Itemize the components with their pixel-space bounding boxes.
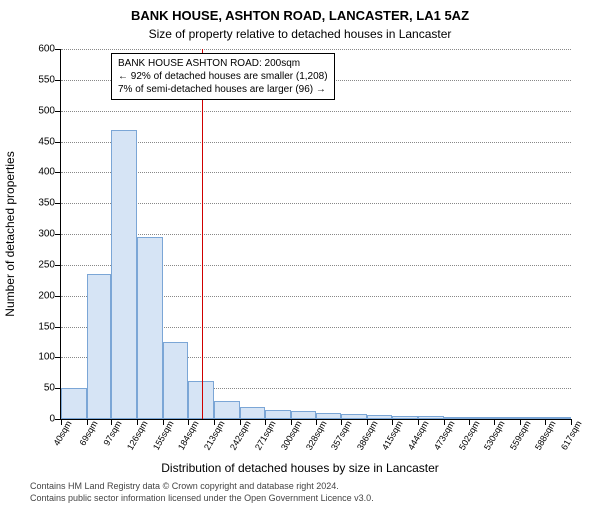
y-tick-label: 0 bbox=[25, 414, 55, 425]
histogram-bar bbox=[137, 237, 163, 419]
x-tick-label: 300sqm bbox=[279, 419, 304, 452]
x-tick-label: 357sqm bbox=[329, 419, 354, 452]
histogram-bar bbox=[163, 342, 189, 419]
footer-line1: Contains HM Land Registry data © Crown c… bbox=[30, 481, 600, 493]
y-tick bbox=[55, 296, 61, 297]
y-tick bbox=[55, 172, 61, 173]
histogram-bar bbox=[240, 407, 266, 419]
x-tick-label: 184sqm bbox=[176, 419, 201, 452]
y-tick-label: 50 bbox=[25, 383, 55, 394]
plot-region: 05010015020025030035040045050055060040sq… bbox=[60, 49, 571, 420]
y-tick-label: 550 bbox=[25, 74, 55, 85]
x-tick-label: 69sqm bbox=[77, 419, 99, 447]
chart-area: Number of detached properties 0501001502… bbox=[60, 49, 570, 419]
y-axis-label: Number of detached properties bbox=[3, 151, 17, 316]
y-tick-label: 200 bbox=[25, 290, 55, 301]
histogram-bar bbox=[265, 410, 291, 419]
y-tick bbox=[55, 327, 61, 328]
y-tick bbox=[55, 49, 61, 50]
x-tick-label: 530sqm bbox=[482, 419, 507, 452]
footer-line2: Contains public sector information licen… bbox=[30, 493, 600, 505]
marker-line bbox=[202, 49, 203, 419]
y-tick-label: 600 bbox=[25, 44, 55, 55]
annotation-box: BANK HOUSE ASHTON ROAD: 200sqm← 92% of d… bbox=[111, 53, 335, 100]
x-tick-label: 155sqm bbox=[151, 419, 176, 452]
y-tick bbox=[55, 357, 61, 358]
y-tick-label: 500 bbox=[25, 105, 55, 116]
y-tick bbox=[55, 234, 61, 235]
y-tick-label: 100 bbox=[25, 352, 55, 363]
gridline bbox=[61, 142, 571, 143]
title-main: BANK HOUSE, ASHTON ROAD, LANCASTER, LA1 … bbox=[0, 8, 600, 23]
histogram-bar bbox=[188, 381, 214, 419]
histogram-bar bbox=[87, 274, 112, 419]
title-sub: Size of property relative to detached ho… bbox=[0, 27, 600, 41]
gridline bbox=[61, 172, 571, 173]
x-tick-label: 97sqm bbox=[102, 419, 124, 447]
footer: Contains HM Land Registry data © Crown c… bbox=[30, 481, 600, 504]
x-tick-label: 271sqm bbox=[253, 419, 278, 452]
y-tick bbox=[55, 111, 61, 112]
x-tick-label: 559sqm bbox=[508, 419, 533, 452]
y-tick-label: 300 bbox=[25, 229, 55, 240]
x-axis-label: Distribution of detached houses by size … bbox=[0, 461, 600, 475]
x-tick-label: 444sqm bbox=[406, 419, 431, 452]
y-tick-label: 350 bbox=[25, 198, 55, 209]
y-tick-label: 400 bbox=[25, 167, 55, 178]
gridline bbox=[61, 234, 571, 235]
y-tick bbox=[55, 203, 61, 204]
x-tick-label: 213sqm bbox=[202, 419, 227, 452]
y-tick bbox=[55, 80, 61, 81]
annotation-line3: 7% of semi-detached houses are larger (9… bbox=[118, 83, 328, 96]
y-tick-label: 450 bbox=[25, 136, 55, 147]
x-tick-label: 415sqm bbox=[380, 419, 405, 452]
x-tick-label: 386sqm bbox=[355, 419, 380, 452]
x-tick-label: 242sqm bbox=[228, 419, 253, 452]
y-tick-label: 250 bbox=[25, 259, 55, 270]
x-tick-label: 473sqm bbox=[432, 419, 457, 452]
x-tick-label: 126sqm bbox=[125, 419, 150, 452]
x-tick-label: 617sqm bbox=[559, 419, 584, 452]
annotation-line2: ← 92% of detached houses are smaller (1,… bbox=[118, 70, 328, 83]
x-tick-label: 502sqm bbox=[457, 419, 482, 452]
histogram-bar bbox=[111, 130, 137, 419]
gridline bbox=[61, 49, 571, 50]
histogram-bar bbox=[214, 401, 240, 420]
gridline bbox=[61, 203, 571, 204]
annotation-line1: BANK HOUSE ASHTON ROAD: 200sqm bbox=[118, 57, 328, 70]
x-tick-label: 328sqm bbox=[304, 419, 329, 452]
histogram-bar bbox=[61, 388, 87, 419]
x-tick-label: 588sqm bbox=[533, 419, 558, 452]
y-tick bbox=[55, 265, 61, 266]
y-tick bbox=[55, 142, 61, 143]
y-tick-label: 150 bbox=[25, 321, 55, 332]
gridline bbox=[61, 111, 571, 112]
